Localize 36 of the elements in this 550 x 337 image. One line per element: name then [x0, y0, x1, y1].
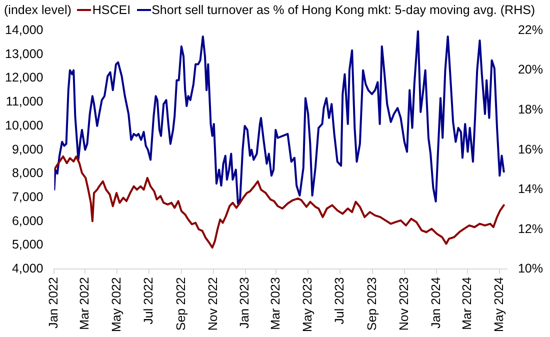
x-tick-label: Mar 2022 [78, 277, 92, 330]
x-tick-label: Mar 2024 [460, 277, 474, 330]
y-tick-label: 11,000 [6, 94, 44, 109]
y2-tick-label: 12% [518, 222, 544, 236]
y-tick-label: 4,000 [12, 262, 44, 276]
x-tick-label: Jan 2022 [46, 277, 61, 329]
y2-tick-label: 14% [518, 182, 544, 196]
y-tick-label: 9,000 [12, 142, 44, 156]
y-tick-label: 8,000 [12, 166, 44, 180]
x-tick-label: Jul 2023 [332, 277, 346, 324]
y-tick-label: 5,000 [12, 238, 44, 252]
x-tick-label: Jul 2022 [141, 277, 156, 324]
y-tick-label: 7,000 [12, 190, 44, 204]
x-tick-label: May 2024 [492, 277, 506, 332]
y-tick-label: 10,000 [5, 118, 44, 132]
y-tick-label: 14,000 [5, 22, 44, 37]
y2-tick-label: 10% [518, 262, 544, 276]
y-tick-label: 12,000 [5, 70, 44, 85]
y-axis-title: (index level) [4, 3, 72, 17]
legend-label: Short sell turnover as % of Hong Kong mkt: 5-day moving avg. (RHS) [152, 3, 536, 17]
x-tick-label: Jan 2023 [238, 277, 252, 329]
legend-label: HSCEI [92, 3, 131, 17]
x-tick-label: Sep 2022 [174, 277, 188, 331]
x-tick-label: Jan 2024 [428, 277, 443, 329]
x-tick-label: May 2023 [300, 277, 315, 332]
y-tick-label: 13,000 [5, 46, 44, 61]
x-tick-label: Mar 2023 [268, 277, 283, 330]
y-tick-label: 6,000 [12, 214, 44, 228]
x-tick-label: May 2022 [109, 277, 124, 332]
y2-tick-label: 16% [518, 142, 544, 156]
y2-tick-label: 20% [518, 62, 544, 77]
y2-tick-label: 22% [518, 22, 544, 37]
x-tick-label: Sep 2023 [364, 277, 379, 331]
x-tick-label: Nov 2023 [396, 277, 411, 331]
x-tick-label: Nov 2022 [206, 277, 220, 331]
y2-tick-label: 18% [518, 102, 544, 116]
